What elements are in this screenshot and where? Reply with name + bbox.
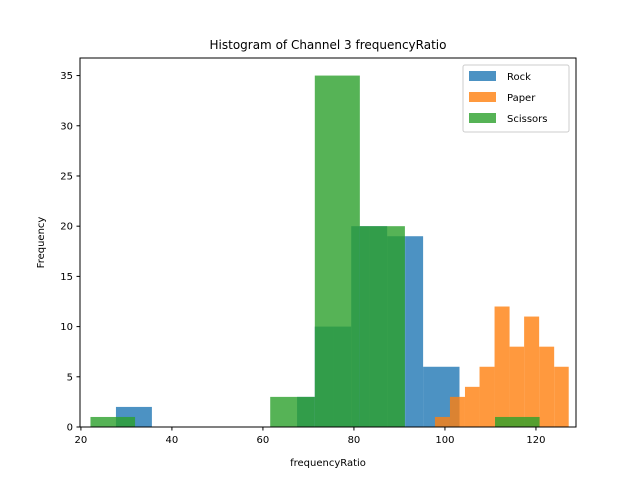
legend-swatch-rock — [469, 71, 496, 81]
bar-scissors-2 — [314, 75, 360, 427]
x-tick-label: 60 — [257, 435, 270, 446]
bar-scissors-0 — [90, 416, 136, 427]
bar-paper-8 — [554, 366, 569, 427]
bar-scissors-1 — [270, 396, 315, 427]
legend-swatch-paper — [469, 92, 496, 102]
bar-paper-5 — [509, 346, 525, 427]
bar-scissors-3 — [359, 226, 405, 427]
bar-paper-0 — [434, 416, 450, 427]
legend: Rock Paper Scissors — [462, 64, 570, 133]
bar-scissors-4 — [495, 416, 540, 427]
bars-layer — [90, 75, 569, 427]
legend-label-paper: Paper — [507, 93, 536, 104]
bar-paper-2 — [464, 386, 480, 427]
legend-label-rock: Rock — [507, 72, 531, 83]
y-tick-label: 25 — [60, 171, 73, 182]
y-axis-label: Frequency — [36, 217, 47, 269]
bar-paper-3 — [479, 366, 495, 427]
chart-title: Histogram of Channel 3 frequencyRatio — [210, 38, 447, 52]
x-tick-label: 40 — [166, 435, 179, 446]
x-tick-label: 120 — [526, 435, 545, 446]
y-axis-ticks: 0 5 10 15 20 25 30 35 — [60, 71, 80, 434]
bar-paper-6 — [524, 316, 540, 427]
x-tick-label: 20 — [75, 435, 88, 446]
bar-paper-4 — [494, 306, 510, 427]
x-axis-label: frequencyRatio — [290, 458, 366, 469]
y-tick-label: 20 — [60, 222, 73, 233]
bar-paper-7 — [539, 346, 555, 427]
y-tick-label: 35 — [60, 71, 73, 82]
bar-rock-7 — [405, 236, 424, 427]
y-tick-label: 10 — [60, 322, 73, 333]
x-axis-ticks: 20 40 60 80 100 120 — [75, 427, 546, 446]
legend-swatch-scissors — [469, 113, 496, 123]
bar-paper-1 — [449, 396, 465, 427]
plot-frame — [79, 57, 577, 428]
x-tick-label: 100 — [435, 435, 454, 446]
y-tick-label: 30 — [60, 121, 73, 132]
y-tick-label: 0 — [67, 423, 73, 434]
legend-label-scissors: Scissors — [507, 114, 547, 125]
y-tick-label: 15 — [60, 272, 73, 283]
y-tick-label: 5 — [67, 372, 73, 383]
x-tick-label: 80 — [348, 435, 361, 446]
